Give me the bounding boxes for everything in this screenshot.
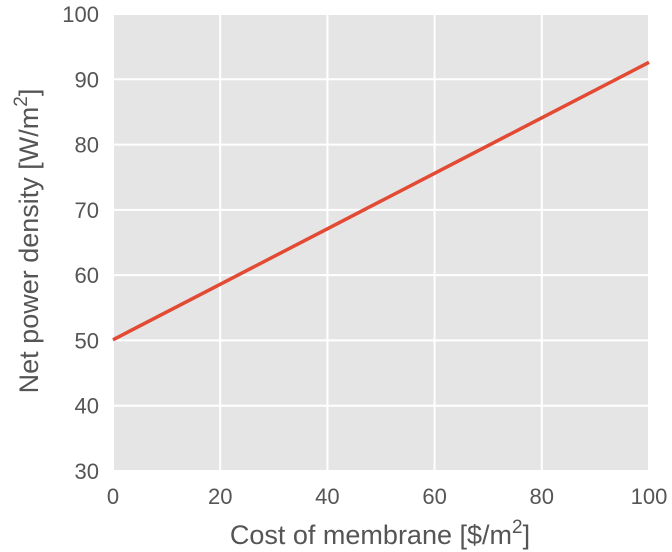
y-axis-label-suffix: ] — [14, 89, 44, 97]
x-tick-label: 100 — [631, 484, 668, 509]
y-tick-label: 80 — [75, 133, 99, 158]
x-tick-label: 80 — [530, 484, 554, 509]
y-tick-label: 100 — [62, 2, 99, 27]
x-axis-label-suffix: ] — [523, 520, 531, 550]
y-tick-label: 70 — [75, 198, 99, 223]
x-axis-label: Cost of membrane [$/m2] — [230, 517, 530, 550]
y-tick-label: 90 — [75, 67, 99, 92]
x-tick-label: 20 — [208, 484, 232, 509]
x-tick-label: 0 — [107, 484, 119, 509]
x-axis-label-superscript: 2 — [512, 517, 523, 538]
plot-background — [113, 14, 649, 471]
x-axis-tick-labels: 0 20 40 60 80 100 — [107, 484, 667, 509]
y-tick-label: 30 — [75, 459, 99, 484]
y-tick-label: 50 — [75, 328, 99, 353]
y-axis-label: Net power density [W/m2] — [11, 89, 44, 394]
gridlines — [112, 13, 650, 472]
x-axis-label-main: Cost of membrane [$/m — [230, 520, 512, 550]
y-tick-label: 60 — [75, 263, 99, 288]
y-axis-label-main: Net power density [W/m — [14, 107, 44, 394]
y-axis-label-superscript: 2 — [11, 96, 32, 107]
x-tick-label: 60 — [422, 484, 446, 509]
series-layer — [112, 60, 650, 342]
series-line — [112, 60, 650, 342]
x-tick-label: 40 — [315, 484, 339, 509]
y-axis-tick-labels: 30 40 50 60 70 80 90 100 — [62, 2, 99, 484]
y-tick-label: 40 — [75, 394, 99, 419]
